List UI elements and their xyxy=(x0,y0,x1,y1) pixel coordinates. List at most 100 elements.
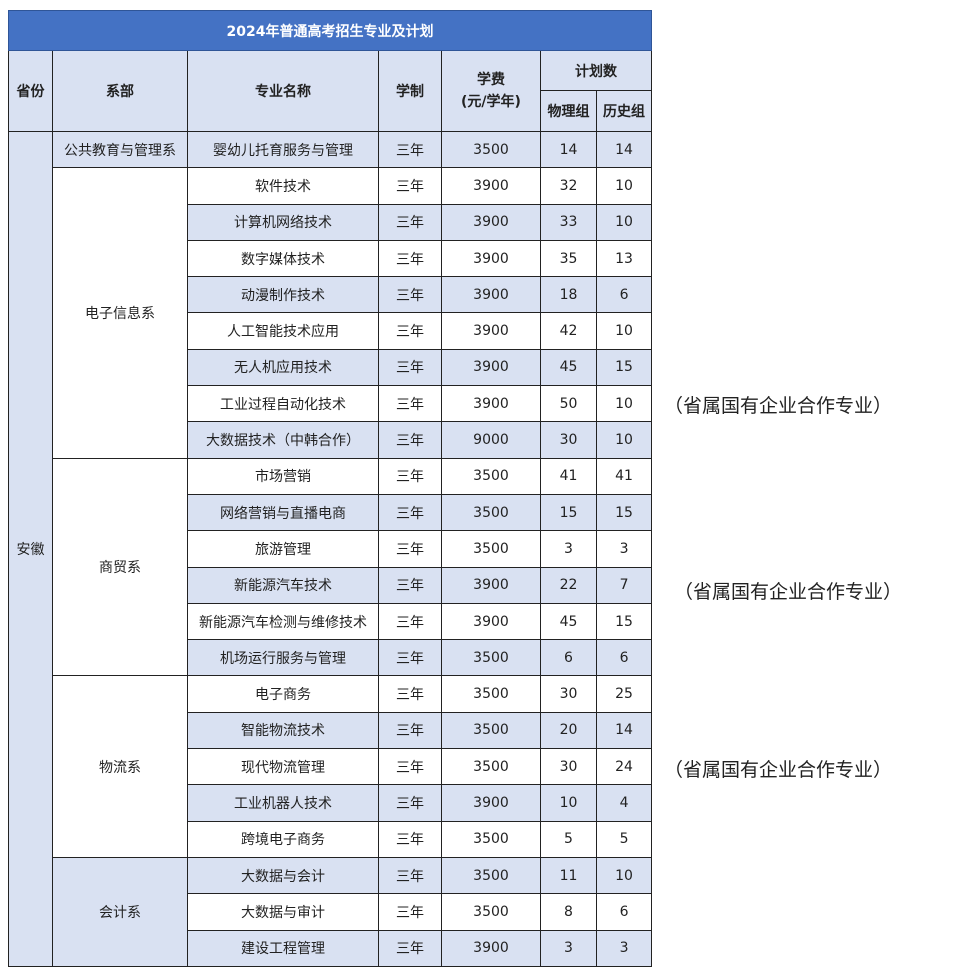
tuition-cell: 3500 xyxy=(441,893,541,931)
annotation-soe-cooperation: （省属国有企业合作专业） xyxy=(674,581,903,603)
table-row: 工业过程自动化技术 三年 3900 50 10 xyxy=(9,385,653,423)
major-name-cell: 计算机网络技术 xyxy=(187,203,379,241)
physics-count-cell: 42 xyxy=(540,312,597,350)
major-name-cell: 机场运行服务与管理 xyxy=(187,639,379,677)
tuition-cell: 3900 xyxy=(441,602,541,641)
table-row: 新能源汽车检测与维修技术 三年 3900 45 15 xyxy=(9,602,653,641)
header-major: 专业名称 xyxy=(187,50,379,132)
history-count-cell: 10 xyxy=(595,167,653,205)
table-row: 人工智能技术应用 三年 3900 42 10 xyxy=(9,312,653,350)
header-physics: 物理组 xyxy=(540,90,597,132)
table-row: 计算机网络技术 三年 3900 33 10 xyxy=(9,203,653,241)
duration-cell: 三年 xyxy=(378,276,442,314)
header-tuition: 学费 (元/学年) xyxy=(441,50,541,132)
table-row: 机场运行服务与管理 三年 3500 6 6 xyxy=(9,639,653,677)
major-name-cell: 大数据与会计 xyxy=(187,856,379,895)
physics-count-cell: 11 xyxy=(540,856,597,895)
major-name-cell: 智能物流技术 xyxy=(187,711,379,750)
physics-count-cell: 15 xyxy=(540,493,597,532)
duration-cell: 三年 xyxy=(378,784,442,822)
table-row: 物流系 电子商务 三年 3500 30 25 xyxy=(9,675,653,858)
table-row: 跨境电子商务 三年 3500 5 5 xyxy=(9,820,653,858)
history-count-cell: 6 xyxy=(595,893,653,931)
annotation-soe-cooperation: （省属国有企业合作专业） xyxy=(664,395,893,417)
table-row: 会计系 大数据与会计 三年 3500 11 10 xyxy=(9,856,653,967)
history-count-cell: 10 xyxy=(595,203,653,241)
duration-cell: 三年 xyxy=(378,711,442,750)
table-row: 数字媒体技术 三年 3900 35 13 xyxy=(9,239,653,278)
province-cell: 安徽 xyxy=(8,131,53,967)
major-name-cell: 数字媒体技术 xyxy=(187,239,379,278)
department-cell: 商贸系 xyxy=(52,457,188,677)
tuition-cell: 3900 xyxy=(441,203,541,241)
history-count-cell: 14 xyxy=(595,130,653,169)
table-title: 2024年普通高考招生专业及计划 xyxy=(7,10,653,51)
duration-cell: 三年 xyxy=(378,820,442,858)
table-row: 智能物流技术 三年 3500 20 14 xyxy=(9,711,653,750)
duration-cell: 三年 xyxy=(378,385,442,423)
tuition-cell: 3900 xyxy=(441,929,541,967)
table-row: 工业机器人技术 三年 3900 10 4 xyxy=(9,784,653,822)
physics-count-cell: 45 xyxy=(540,602,597,641)
duration-cell: 三年 xyxy=(378,457,442,495)
major-name-cell: 新能源汽车技术 xyxy=(187,566,379,604)
tuition-cell: 9000 xyxy=(441,421,541,459)
tuition-cell: 3900 xyxy=(441,276,541,314)
table-row: 无人机应用技术 三年 3900 45 15 xyxy=(9,348,653,387)
history-count-cell: 14 xyxy=(595,711,653,750)
department-cell: 会计系 xyxy=(52,856,188,967)
duration-cell: 三年 xyxy=(378,893,442,931)
major-name-cell: 现代物流管理 xyxy=(187,748,379,786)
major-name-cell: 人工智能技术应用 xyxy=(187,312,379,350)
tuition-cell: 3900 xyxy=(441,239,541,278)
table-row: 旅游管理 三年 3500 3 3 xyxy=(9,530,653,568)
history-count-cell: 10 xyxy=(595,385,653,423)
tuition-cell: 3900 xyxy=(441,348,541,387)
table-row: 安徽 公共教育与管理系 婴幼儿托育服务与管理 三年 3500 14 14 xyxy=(8,130,653,967)
duration-cell: 三年 xyxy=(378,675,442,713)
department-cell: 公共教育与管理系 xyxy=(52,130,188,169)
history-count-cell: 13 xyxy=(595,239,653,278)
physics-count-cell: 3 xyxy=(540,929,597,967)
tuition-cell: 3500 xyxy=(441,639,541,677)
physics-count-cell: 30 xyxy=(540,675,597,713)
tuition-cell: 3500 xyxy=(441,675,541,713)
duration-cell: 三年 xyxy=(378,602,442,641)
header-duration: 学制 xyxy=(378,50,442,132)
physics-count-cell: 5 xyxy=(540,820,597,858)
physics-count-cell: 50 xyxy=(540,385,597,423)
history-count-cell: 25 xyxy=(595,675,653,713)
major-name-cell: 婴幼儿托育服务与管理 xyxy=(187,130,379,169)
duration-cell: 三年 xyxy=(378,348,442,387)
header-department: 系部 xyxy=(52,50,188,132)
physics-count-cell: 22 xyxy=(540,566,597,604)
physics-count-cell: 30 xyxy=(540,748,597,786)
history-count-cell: 10 xyxy=(595,312,653,350)
major-name-cell: 大数据与审计 xyxy=(187,893,379,931)
major-name-cell: 新能源汽车检测与维修技术 xyxy=(187,602,379,641)
major-name-cell: 电子商务 xyxy=(187,675,379,713)
duration-cell: 三年 xyxy=(378,421,442,459)
tuition-cell: 3900 xyxy=(441,385,541,423)
duration-cell: 三年 xyxy=(378,312,442,350)
duration-cell: 三年 xyxy=(378,167,442,205)
history-count-cell: 15 xyxy=(595,493,653,532)
duration-cell: 三年 xyxy=(378,856,442,895)
tuition-cell: 3500 xyxy=(441,711,541,750)
major-name-cell: 无人机应用技术 xyxy=(187,348,379,387)
physics-count-cell: 33 xyxy=(540,203,597,241)
duration-cell: 三年 xyxy=(378,748,442,786)
major-name-cell: 市场营销 xyxy=(187,457,379,495)
tuition-cell: 3900 xyxy=(441,784,541,822)
major-name-cell: 网络营销与直播电商 xyxy=(187,493,379,532)
history-count-cell: 5 xyxy=(595,820,653,858)
tuition-cell: 3500 xyxy=(441,457,541,495)
history-count-cell: 41 xyxy=(595,457,653,495)
duration-cell: 三年 xyxy=(378,639,442,677)
history-count-cell: 10 xyxy=(595,856,653,895)
history-count-cell: 6 xyxy=(595,639,653,677)
table-row: 商贸系 市场营销 三年 3500 41 41 xyxy=(9,457,653,677)
physics-count-cell: 3 xyxy=(540,530,597,568)
tuition-cell: 3500 xyxy=(441,748,541,786)
tuition-cell: 3900 xyxy=(441,312,541,350)
